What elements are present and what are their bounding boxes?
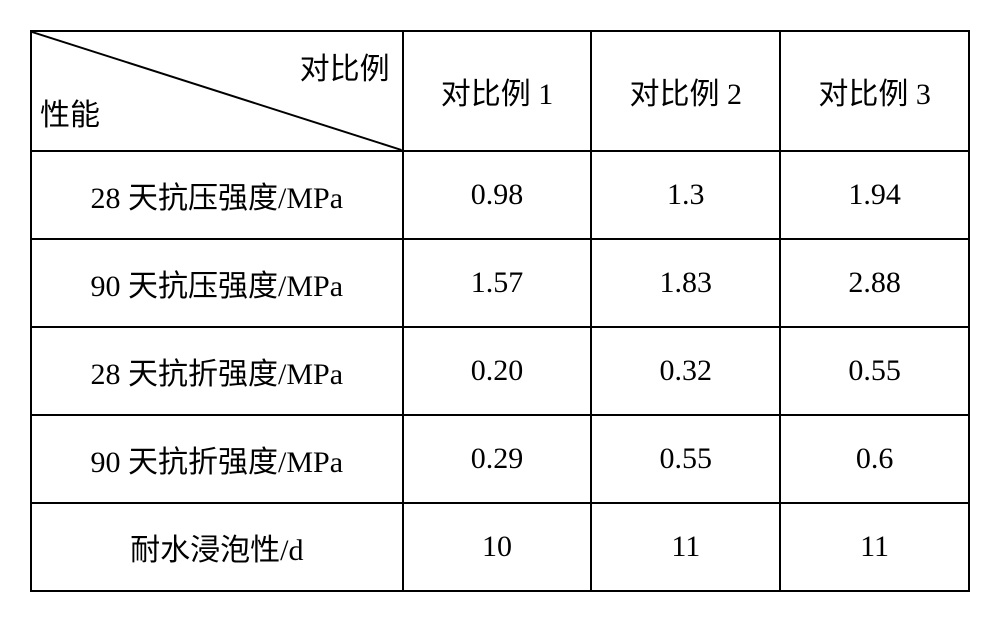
table-cell: 0.98 [403,151,592,239]
comparison-table: 对比例 性能 对比例 1 对比例 2 对比例 3 28 天抗压强度/MPa 0.… [30,30,970,592]
table-cell: 0.55 [780,327,969,415]
table-cell: 2.88 [780,239,969,327]
row-label: 28 天抗折强度/MPa [31,327,403,415]
comparison-table-wrapper: 对比例 性能 对比例 1 对比例 2 对比例 3 28 天抗压强度/MPa 0.… [30,30,970,592]
col-header-2: 对比例 2 [591,31,780,151]
col-header-1: 对比例 1 [403,31,592,151]
table-cell: 0.6 [780,415,969,503]
table-header-row: 对比例 性能 对比例 1 对比例 2 对比例 3 [31,31,969,151]
table-cell: 0.29 [403,415,592,503]
row-label: 90 天抗折强度/MPa [31,415,403,503]
table-cell: 1.3 [591,151,780,239]
table-cell: 1.57 [403,239,592,327]
diagonal-top-label: 对比例 [300,44,390,88]
diagonal-bottom-label: 性能 [40,90,100,134]
table-row: 90 天抗压强度/MPa 1.57 1.83 2.88 [31,239,969,327]
table-row: 耐水浸泡性/d 10 11 11 [31,503,969,591]
table-cell: 10 [403,503,592,591]
table-cell: 0.20 [403,327,592,415]
table-cell: 11 [591,503,780,591]
table-row: 28 天抗压强度/MPa 0.98 1.3 1.94 [31,151,969,239]
table-cell: 11 [780,503,969,591]
table-row: 90 天抗折强度/MPa 0.29 0.55 0.6 [31,415,969,503]
col-header-3: 对比例 3 [780,31,969,151]
row-label: 耐水浸泡性/d [31,503,403,591]
table-cell: 0.55 [591,415,780,503]
row-label: 90 天抗压强度/MPa [31,239,403,327]
table-cell: 0.32 [591,327,780,415]
table-row: 28 天抗折强度/MPa 0.20 0.32 0.55 [31,327,969,415]
row-label: 28 天抗压强度/MPa [31,151,403,239]
table-cell: 1.83 [591,239,780,327]
table-cell: 1.94 [780,151,969,239]
diagonal-header-cell: 对比例 性能 [31,31,403,151]
